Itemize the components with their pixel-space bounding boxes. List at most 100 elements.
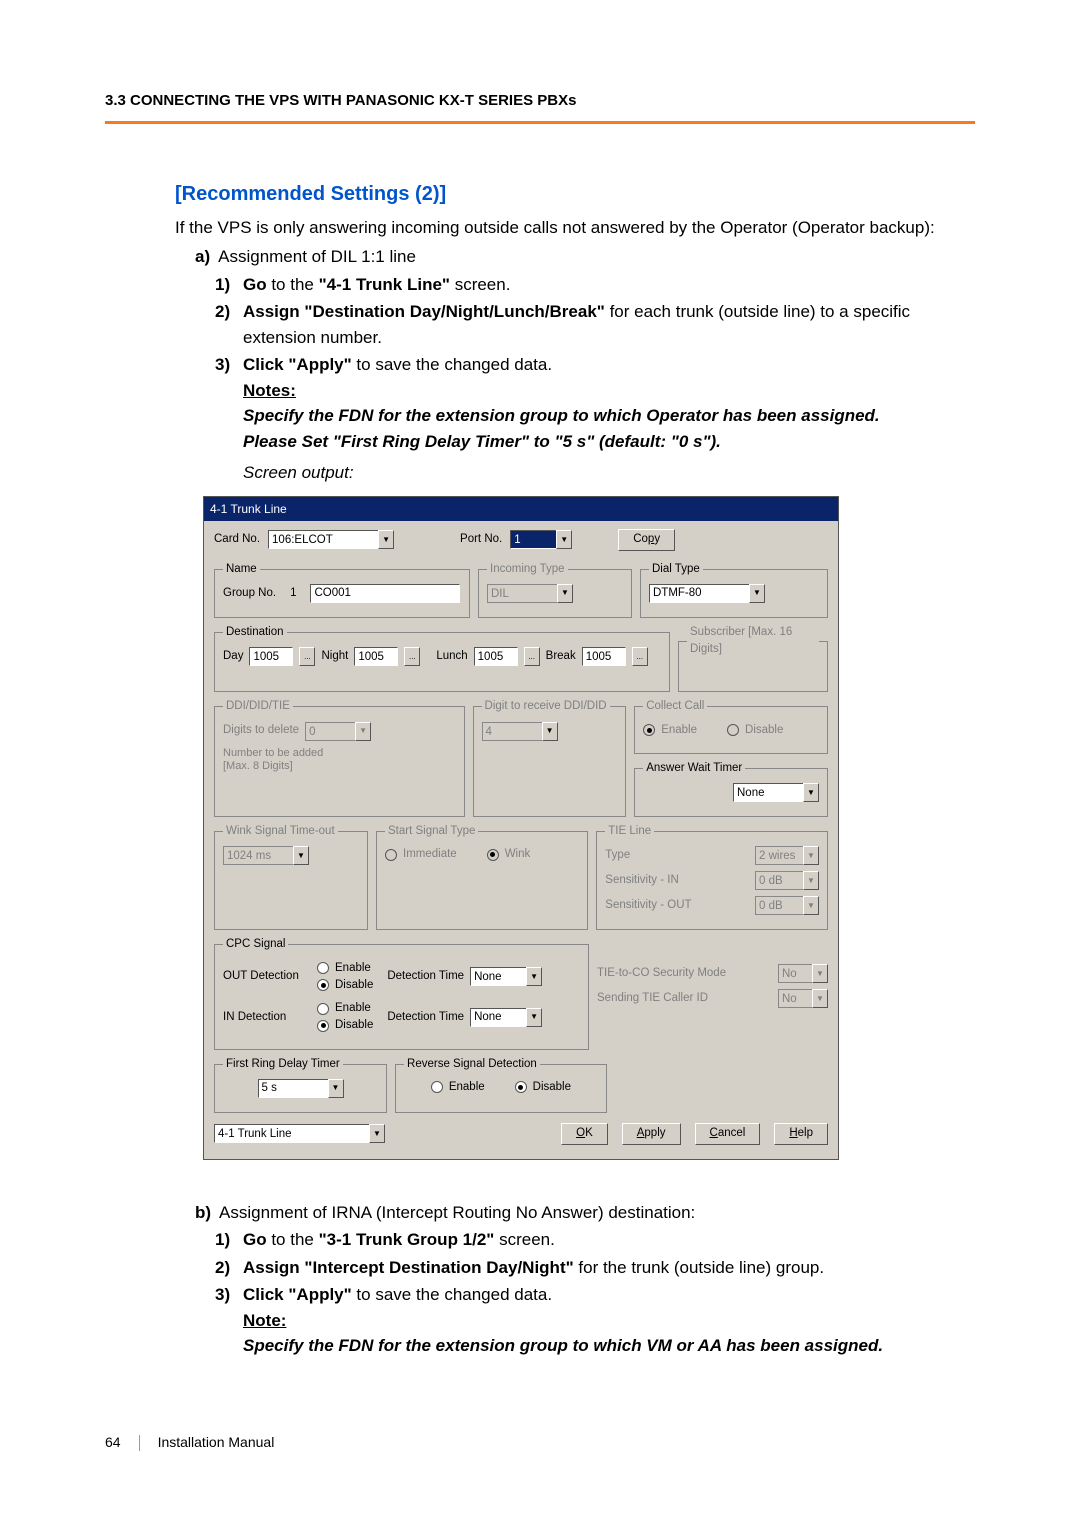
port-no-select[interactable]: 1 ▼	[510, 530, 572, 549]
detection-time-label: Detection Time	[387, 968, 464, 985]
lunch-label: Lunch	[436, 648, 467, 665]
chevron-down-icon[interactable]: ▼	[378, 530, 394, 549]
card-no-value[interactable]	[268, 530, 378, 549]
page-number: 64	[105, 1432, 121, 1453]
answer-wait-select[interactable]: ▼	[733, 783, 819, 802]
manual-name: Installation Manual	[158, 1432, 275, 1453]
card-no-select[interactable]: ▼	[268, 530, 394, 549]
disable-radio	[727, 724, 739, 736]
dial-type-select[interactable]: ▼	[649, 584, 819, 603]
type-label: Type	[605, 847, 630, 864]
name-input[interactable]	[310, 584, 460, 603]
night-browse-button[interactable]: ...	[404, 647, 420, 666]
tie-line-legend: TIE Line	[605, 823, 654, 840]
rev-disable-radio[interactable]	[515, 1081, 527, 1093]
chevron-down-icon[interactable]: ▼	[803, 783, 819, 802]
step-text: Go to the "4-1 Trunk Line" screen.	[243, 272, 510, 298]
note-line: Please Set "First Ring Delay Timer" to "…	[243, 432, 721, 451]
chevron-down-icon[interactable]: ▼	[556, 530, 572, 549]
digits-delete-select: 0 ▼	[305, 722, 371, 741]
out-disable-radio[interactable]	[317, 979, 329, 991]
note-line: Specify the FDN for the extension group …	[243, 406, 880, 425]
apply-button[interactable]: Apply	[622, 1123, 681, 1145]
reverse-signal-legend: Reverse Signal Detection	[404, 1056, 540, 1073]
page-footer: 64 Installation Manual	[105, 1432, 274, 1453]
night-label: Night	[321, 648, 348, 665]
step-num: 3)	[215, 352, 237, 378]
chevron-down-icon: ▼	[803, 896, 819, 915]
in-disable-radio[interactable]	[317, 1020, 329, 1032]
collect-call-legend: Collect Call	[643, 698, 707, 715]
sens-out-label: Sensitivity - OUT	[605, 897, 691, 914]
step-text: Click "Apply" to save the changed data.	[243, 352, 552, 378]
list-marker-a: a)	[195, 244, 210, 270]
sens-in-label: Sensitivity - IN	[605, 872, 679, 889]
answer-wait-legend: Answer Wait Timer	[643, 760, 745, 777]
out-enable-radio[interactable]	[317, 962, 329, 974]
break-input[interactable]	[582, 647, 626, 666]
dial-type-legend: Dial Type	[649, 561, 703, 578]
chevron-down-icon[interactable]: ▼	[526, 967, 542, 986]
copy-button[interactable]: Copy	[618, 529, 675, 551]
first-ring-select[interactable]: ▼	[258, 1079, 344, 1098]
tieco-label: TIE-to-CO Security Mode	[597, 965, 726, 982]
detection-time-label: Detection Time	[387, 1009, 464, 1026]
chevron-down-icon: ▼	[812, 964, 828, 983]
chevron-down-icon[interactable]: ▼	[369, 1124, 385, 1143]
chevron-down-icon[interactable]: ▼	[328, 1079, 344, 1098]
subscriber-legend: Subscriber [Max. 16 Digits]	[687, 624, 819, 659]
step-text: Go to the "3-1 Trunk Group 1/2" screen.	[243, 1227, 555, 1253]
day-input[interactable]	[249, 647, 293, 666]
start-signal-legend: Start Signal Type	[385, 823, 478, 840]
list-b-text: Assignment of IRNA (Intercept Routing No…	[219, 1200, 695, 1226]
first-ring-legend: First Ring Delay Timer	[223, 1056, 343, 1073]
in-enable-radio[interactable]	[317, 1003, 329, 1015]
chevron-down-icon: ▼	[803, 846, 819, 865]
help-button[interactable]: Help	[774, 1123, 828, 1145]
incoming-type-select: DIL ▼	[487, 584, 623, 603]
out-detection-time-select[interactable]: ▼	[470, 967, 542, 986]
trunk-line-dialog: 4-1 Trunk Line Card No. ▼ Port No. 1 ▼	[203, 496, 839, 1160]
step-num: 1)	[215, 1227, 237, 1253]
immediate-radio	[385, 849, 397, 861]
chevron-down-icon[interactable]: ▼	[526, 1008, 542, 1027]
sending-tie-label: Sending TIE Caller ID	[597, 990, 708, 1007]
chevron-down-icon: ▼	[812, 989, 828, 1008]
incoming-type-legend: Incoming Type	[487, 561, 568, 578]
night-input[interactable]	[354, 647, 398, 666]
section-heading: [Recommended Settings (2)]	[175, 179, 975, 209]
digit-receive-legend: Digit to receive DDI/DID	[482, 698, 610, 715]
list-marker-b: b)	[195, 1200, 211, 1226]
ddi-legend: DDI/DID/TIE	[223, 698, 293, 715]
in-detection-label: IN Detection	[223, 1009, 311, 1026]
enable-radio	[643, 724, 655, 736]
digit-receive-select: 4 ▼	[482, 722, 618, 741]
notes-label: Notes:	[243, 381, 296, 400]
step-num: 2)	[215, 1255, 237, 1281]
digits-delete-label: Digits to delete	[223, 722, 299, 739]
in-detection-time-select[interactable]: ▼	[470, 1008, 542, 1027]
wink-timeout-legend: Wink Signal Time-out	[223, 823, 338, 840]
rev-enable-radio[interactable]	[431, 1081, 443, 1093]
number-added-label: Number to be added[Max. 8 Digits]	[223, 747, 456, 773]
step-num: 2)	[215, 299, 237, 350]
group-no-value: 1	[290, 585, 296, 602]
card-no-label: Card No.	[214, 531, 260, 548]
port-no-value[interactable]: 1	[510, 530, 556, 549]
chevron-down-icon: ▼	[557, 584, 573, 603]
lunch-input[interactable]	[474, 647, 518, 666]
note-line: Specify the FDN for the extension group …	[243, 1336, 883, 1355]
ok-button[interactable]: OK	[561, 1123, 608, 1145]
break-label: Break	[546, 648, 576, 665]
break-browse-button[interactable]: ...	[632, 647, 648, 666]
day-browse-button[interactable]: ...	[299, 647, 315, 666]
list-a-text: Assignment of DIL 1:1 line	[218, 244, 416, 270]
out-detection-label: OUT Detection	[223, 968, 311, 985]
nav-select[interactable]: ▼	[214, 1124, 385, 1143]
chevron-down-icon[interactable]: ▼	[749, 584, 765, 603]
step-text: Assign "Intercept Destination Day/Night"…	[243, 1255, 824, 1281]
cancel-button[interactable]: Cancel	[695, 1123, 761, 1145]
lunch-browse-button[interactable]: ...	[524, 647, 540, 666]
screen-output-label: Screen output:	[243, 463, 354, 482]
dialog-title: 4-1 Trunk Line	[204, 497, 838, 521]
